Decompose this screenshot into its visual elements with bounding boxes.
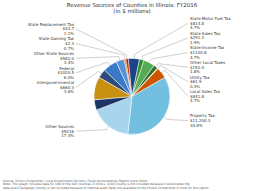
chart: Revenue Sources of Counties in Illinois:…	[0, 0, 264, 191]
labels: State Replacement Tax$43.71.1%State Gami…	[28, 16, 231, 138]
slice-label-line: 6.0%	[64, 75, 74, 80]
title: Revenue Sources of Counties in Illinois:…	[67, 2, 198, 15]
slice-label-line: 34.8%	[190, 123, 203, 128]
leader-lines	[76, 23, 188, 131]
slice-label: State Income Tax$1100.84.7%	[190, 45, 225, 59]
slice-label: Local Sales Tax$841.84.7%	[190, 89, 221, 103]
slice-label-line: 4.7%	[190, 98, 200, 103]
source-line: data and Champaign County is not include…	[3, 186, 210, 190]
slice-label-line: 1.1%	[64, 31, 74, 36]
leader-line	[76, 62, 110, 73]
pie	[94, 58, 170, 134]
slice-label: Federal$1020.56.0%	[57, 66, 74, 80]
slice-label-line: 17.3%	[61, 133, 74, 138]
leader-line	[162, 70, 188, 96]
slice-label-line: 1.9%	[190, 40, 200, 45]
leader-line	[164, 117, 188, 120]
leader-line	[134, 23, 188, 58]
pie-slice	[128, 77, 170, 134]
slice-label: Utility Tax$61.90.3%	[190, 75, 210, 89]
slice-label: State Sales Tax$291.31.9%	[190, 31, 221, 45]
leader-line	[76, 126, 109, 131]
title-line: Revenue Sources of Counties in Illinois:…	[67, 2, 198, 8]
slice-label: State Motor Fuel Tax$814.84.7%	[190, 16, 231, 30]
slice-label-line: 4.7%	[190, 55, 200, 60]
slice-label: Other Sources$541617.3%	[46, 124, 75, 138]
pie-slice	[94, 77, 132, 99]
slice-label-line: 3.4%	[64, 60, 74, 65]
slice-label-line: 0.3%	[190, 84, 200, 89]
slice-label-line: 0.7%	[64, 46, 74, 51]
slice-label: State Gaming Tax$2.30.7%	[39, 36, 75, 50]
title-line: (in $ millions)	[113, 8, 151, 14]
slice-label: Intergovernmental$660.33.8%	[37, 80, 75, 94]
slice-label-line: 4.7%	[190, 25, 200, 30]
slice-label-line: 3.8%	[64, 89, 74, 94]
leader-line	[149, 53, 188, 63]
slice-label-line: 1.8%	[190, 69, 200, 74]
slice-label: Other Local Taxes$152.01.8%	[190, 60, 225, 74]
leader-line	[76, 29, 127, 59]
slice-label: State Replacement Tax$43.71.1%	[28, 22, 75, 36]
slice-label: Property Tax$11,200.334.8%	[190, 113, 215, 127]
leader-line	[76, 71, 102, 87]
source-note: Source: Illinois Comptroller, Local Gove…	[3, 179, 210, 190]
slice-label: Other State Sources$582.03.4%	[34, 51, 75, 65]
leader-line	[76, 57, 120, 61]
